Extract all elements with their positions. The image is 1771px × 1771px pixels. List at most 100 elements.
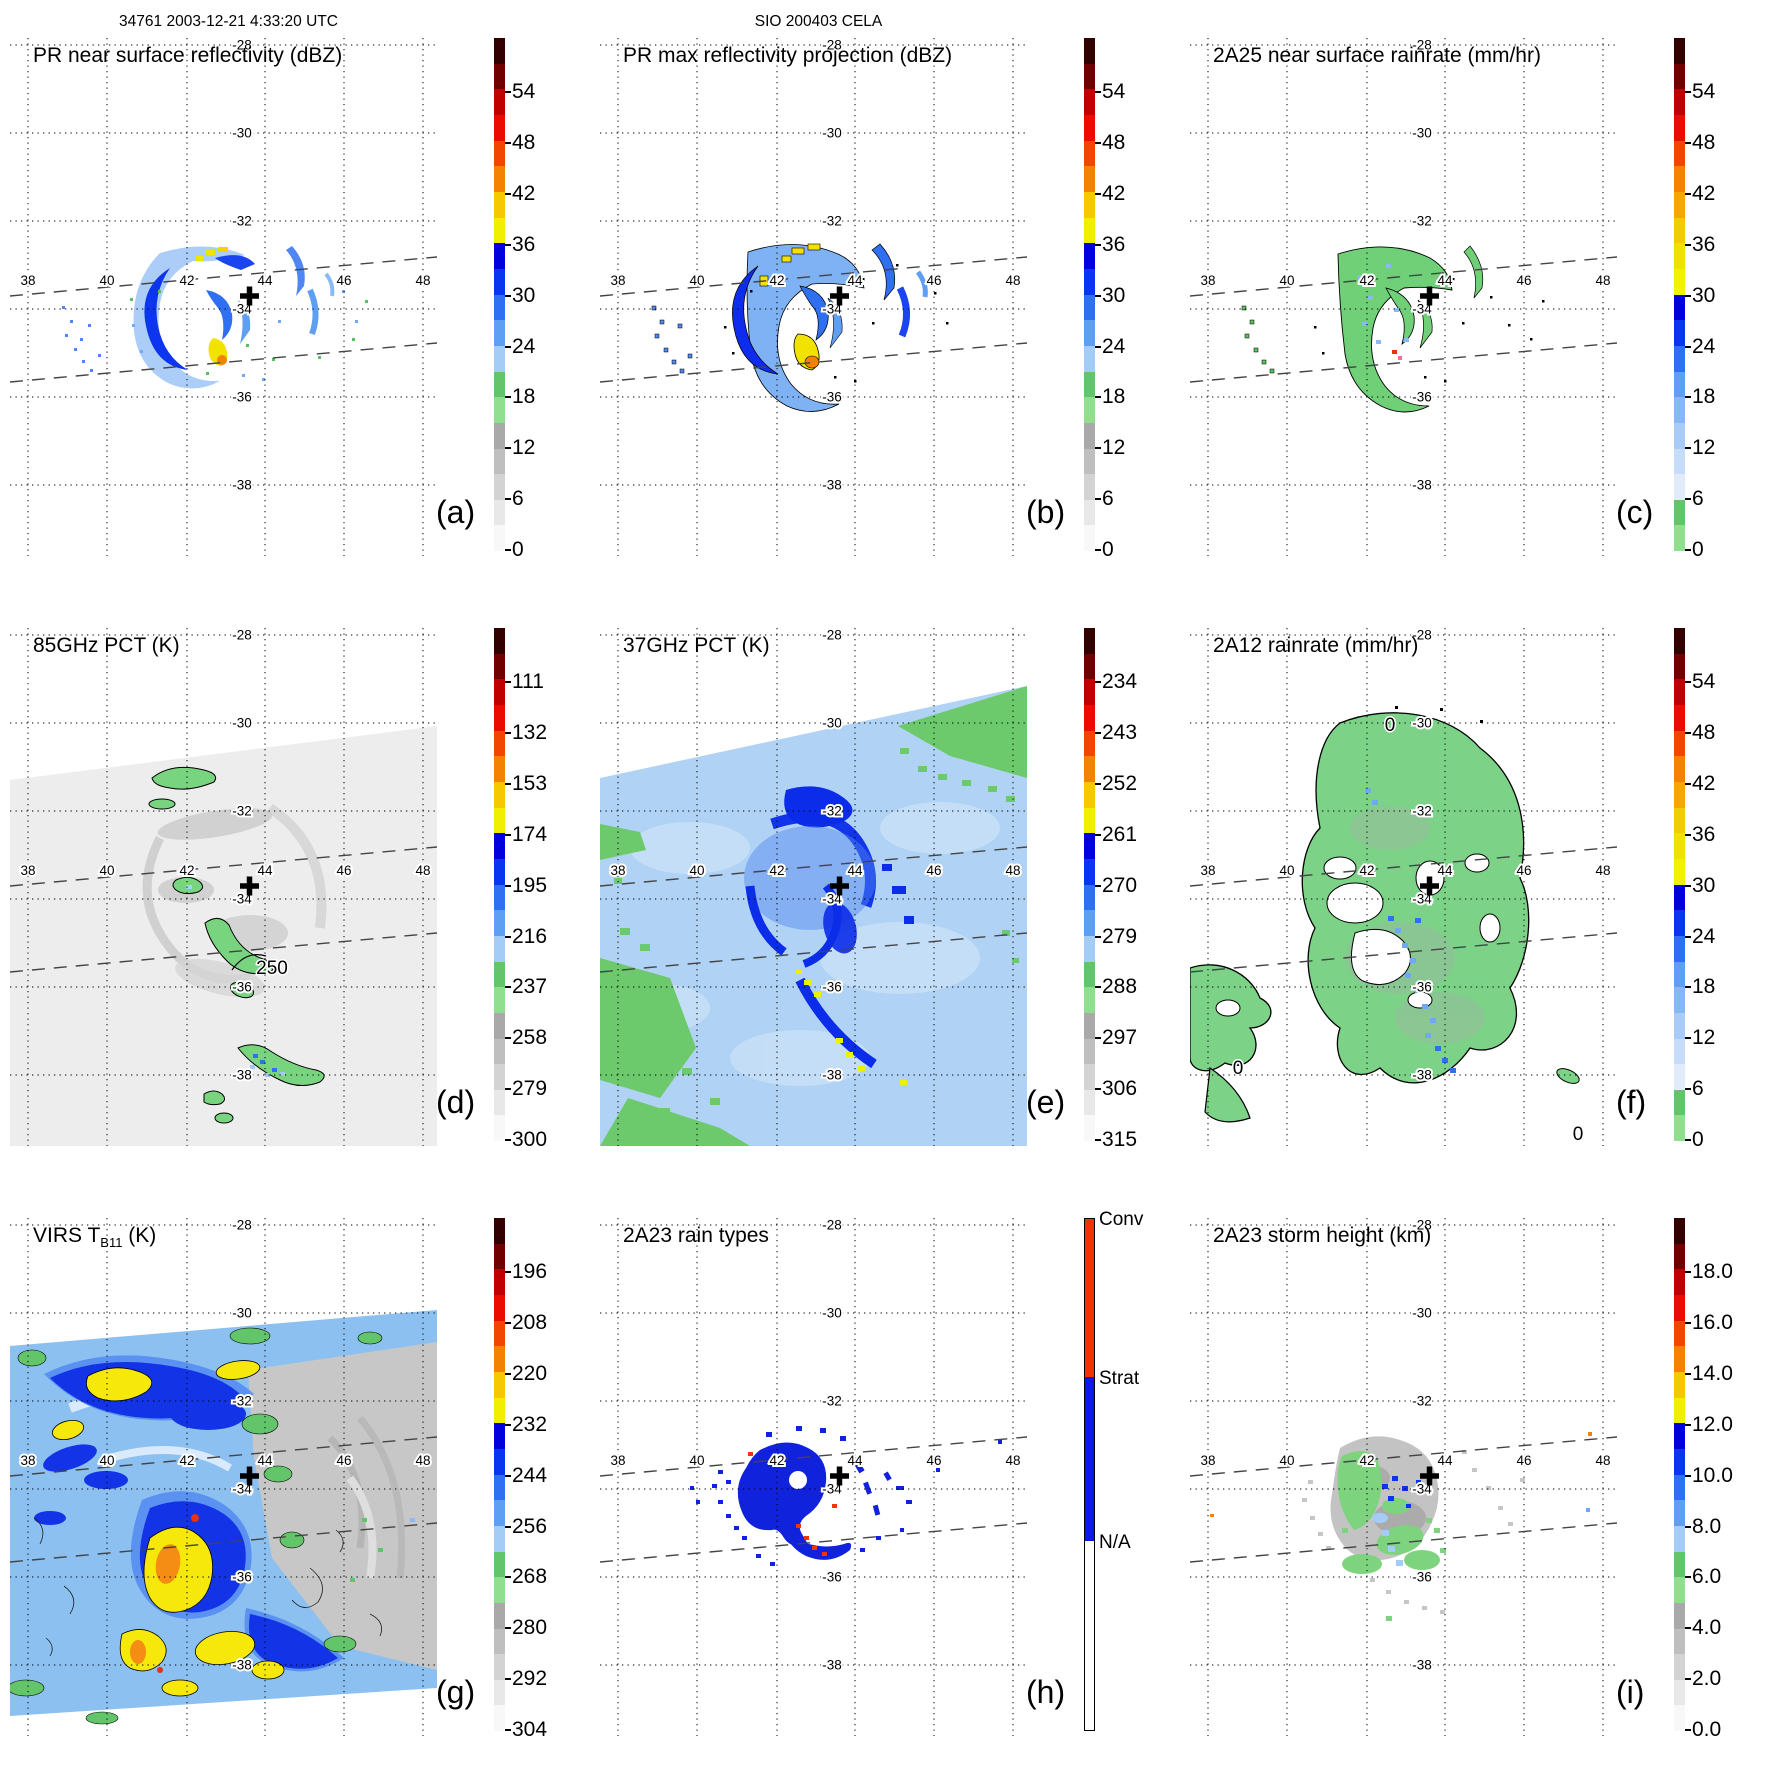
colorbar-tick-mark <box>1685 91 1691 93</box>
colorbar-segment <box>1084 63 1095 90</box>
colorbar-tick-label: 18.0 <box>1685 1260 1752 1284</box>
colorbar-segment <box>1084 1012 1095 1039</box>
colorbar-segment <box>1674 1064 1685 1090</box>
colorbar-segment <box>1084 191 1095 218</box>
colorbar-segment <box>1674 1679 1685 1706</box>
colorbar-tick-label: 306 <box>1095 1077 1162 1101</box>
colorbar-tick-label: 270 <box>1095 874 1162 898</box>
colorbar-segment <box>1084 653 1095 680</box>
colorbar-tick-label: 196 <box>505 1260 572 1284</box>
colorbar-tick-label: 0 <box>505 538 572 562</box>
colorbar-tick-mark <box>505 833 511 836</box>
panel-a-map <box>10 38 437 556</box>
colorbar-tick-label: 30 <box>505 284 572 308</box>
panel-c-map <box>1190 38 1617 556</box>
contour-value-label: 250 <box>256 958 288 979</box>
colorbar-tick-label: 54 <box>1095 80 1162 104</box>
panel-f-colorbar <box>1674 628 1685 1142</box>
rain-type-raster <box>690 1426 1002 1566</box>
colorbar-tick-mark <box>1095 141 1101 144</box>
panel-h: 2A23 rain types (h) Conv Strat N/A <box>590 1180 1180 1770</box>
colorbar-tick-mark <box>505 498 511 501</box>
colorbar-segment <box>1084 371 1095 398</box>
colorbar-tick-mark <box>505 1678 511 1681</box>
colorbar-tick-label: 18 <box>1095 385 1162 409</box>
colorbar-tick-mark <box>1685 294 1691 297</box>
colorbar-tick-label: 153 <box>505 772 572 796</box>
colorbar-segment <box>494 1346 505 1372</box>
panel-d: 85GHz PCT (K) <box>0 590 590 1180</box>
colorbar-segment <box>1674 1371 1685 1398</box>
colorbar-tick-mark <box>1685 141 1691 144</box>
contour-value-label: 0 <box>1573 1124 1584 1145</box>
pct37-raster <box>600 686 1027 1146</box>
colorbar-segment <box>1674 1320 1685 1347</box>
colorbar-segment <box>494 1679 505 1706</box>
colorbar-tick-label: 30 <box>1685 874 1752 898</box>
panel-e-map <box>600 628 1027 1146</box>
colorbar-tick-label: 54 <box>1685 670 1752 694</box>
colorbar-segment <box>1084 474 1095 500</box>
colorbar-segment <box>1084 114 1095 141</box>
colorbar-tick-mark <box>1685 1525 1691 1528</box>
colorbar-segment <box>494 833 505 859</box>
panel-h-title: 2A23 rain types <box>623 1224 769 1247</box>
colorbar-segment <box>1674 1397 1685 1424</box>
colorbar-tick-label: 288 <box>1095 975 1162 999</box>
colorbar-tick-label: 261 <box>1095 823 1162 847</box>
panel-f-title: 2A12 rainrate (mm/hr) <box>1213 634 1419 657</box>
colorbar-tick-label: 36 <box>505 233 572 257</box>
contour-value-label: 0 <box>1233 1058 1244 1079</box>
colorbar-segment <box>494 294 505 321</box>
colorbar-tick-label: 4.0 <box>1685 1616 1752 1640</box>
colorbar-segment <box>1084 1038 1095 1065</box>
colorbar-segment <box>1674 320 1685 346</box>
colorbar-tick-label: 14.0 <box>1685 1362 1752 1386</box>
colorbar-category-segment-na <box>1085 1540 1094 1730</box>
panel-h-colorbar <box>1084 1218 1095 1731</box>
colorbar-tick-mark <box>1095 91 1101 93</box>
colorbar-segment <box>1674 525 1685 552</box>
colorbar-tick-label: 42 <box>1095 182 1162 206</box>
colorbar-tick-mark <box>1685 1423 1691 1426</box>
colorbar-tick-mark <box>1095 243 1101 246</box>
colorbar-tick-mark <box>1685 935 1691 938</box>
colorbar-tick-mark <box>1095 1088 1101 1091</box>
colorbar-tick-label: 24 <box>1685 925 1752 949</box>
colorbar-segment <box>1674 987 1685 1013</box>
colorbar-segment <box>1674 807 1685 834</box>
colorbar-segment <box>494 730 505 757</box>
colorbar-tick-mark <box>1095 1037 1101 1040</box>
colorbar-segment <box>1674 910 1685 936</box>
colorbar-segment <box>1084 1115 1095 1142</box>
colorbar-segment <box>494 38 505 64</box>
colorbar-segment <box>1674 1602 1685 1629</box>
colorbar-segment <box>494 704 505 731</box>
colorbar-tick-label: 42 <box>1685 182 1752 206</box>
colorbar-tick-label: 6.0 <box>1685 1565 1752 1589</box>
colorbar-tick-label: 304 <box>505 1718 572 1742</box>
colorbar-segment <box>1084 781 1095 808</box>
colorbar-tick-mark <box>1095 884 1101 887</box>
colorbar-segment <box>494 1705 505 1732</box>
colorbar-segment <box>1084 38 1095 64</box>
panel-c-colorbar <box>1674 38 1685 552</box>
colorbar-tick-label: 12 <box>1685 1026 1752 1050</box>
colorbar-segment <box>1084 422 1095 449</box>
colorbar-tick-label: 48 <box>1095 131 1162 155</box>
colorbar-segment <box>1674 499 1685 526</box>
colorbar-tick-mark <box>1685 243 1691 246</box>
panel-i-colorbar <box>1674 1218 1685 1732</box>
colorbar-tick-label: 10.0 <box>1685 1464 1752 1488</box>
panel-a: PR near surface reflectivity (dBZ) <box>0 0 590 590</box>
colorbar-tick-mark <box>505 782 511 785</box>
colorbar-segment <box>1084 525 1095 552</box>
colorbar-segment <box>494 474 505 500</box>
colorbar-tick-label: 297 <box>1095 1026 1162 1050</box>
colorbar-tick-label: 0 <box>1095 538 1162 562</box>
colorbar-segment <box>1674 628 1685 654</box>
colorbar-tick-mark <box>505 192 511 195</box>
colorbar-segment <box>1674 1577 1685 1603</box>
colorbar-segment <box>494 781 505 808</box>
panel-a-colorbar <box>494 38 505 552</box>
